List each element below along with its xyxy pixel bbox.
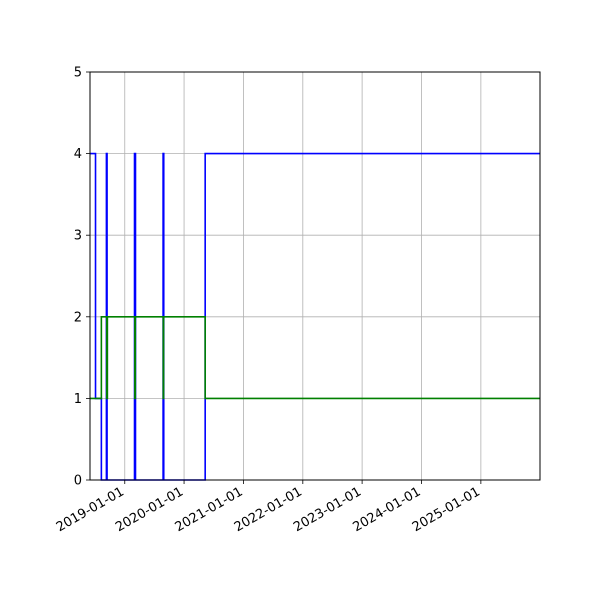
y-tick-label: 4 [74,147,82,162]
y-tick-label: 5 [74,66,82,81]
y-tick-label: 1 [74,392,82,407]
x-axis: 2019-01-012020-01-012021-01-012022-01-01… [54,480,483,535]
x-tick-label: 2025-01-01 [410,484,483,535]
plot-background [90,72,540,480]
y-axis: 0 1 2 3 4 5 [74,66,90,489]
y-tick-label: 2 [74,310,82,325]
series-line-2 [90,315,540,400]
y-tick-label: 3 [74,229,82,244]
series-lines [90,152,540,481]
plot-frame [89,71,541,481]
y-tick-label: 0 [74,474,82,489]
